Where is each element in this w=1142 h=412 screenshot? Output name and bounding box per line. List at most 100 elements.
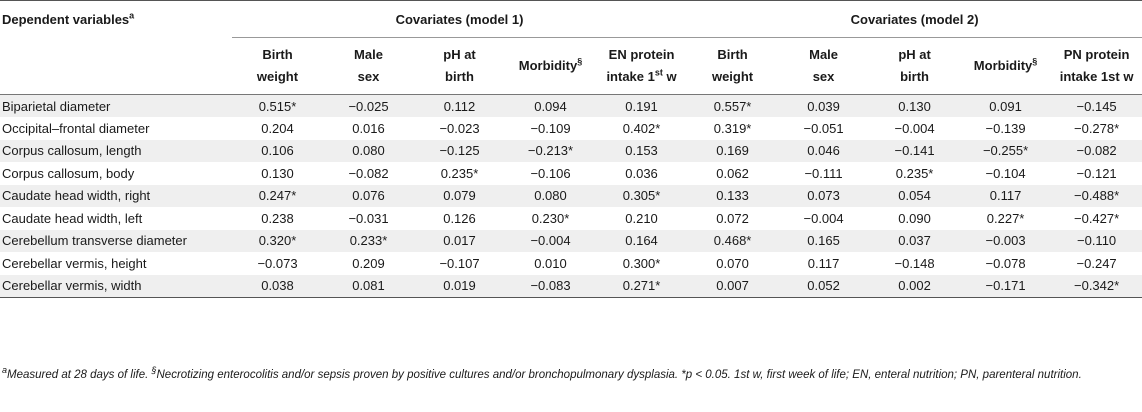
table-cell: 0.002 <box>869 274 961 298</box>
table-cell: 0.230* <box>531 210 570 226</box>
table-cell: 0.153 <box>596 139 688 162</box>
table-row: Caudate head width, left 0.238 −0.031 0.126… <box>0 207 1142 230</box>
footnote-a-marker: a <box>2 365 8 376</box>
footnote-section-marker: § <box>151 365 157 376</box>
table-cell: −0.082 <box>348 165 389 181</box>
table-cell: −0.104 <box>985 165 1026 181</box>
table-cell: 0.080 <box>323 139 414 162</box>
table-row: Cerebellar vermis, height −0.073 0.209 −0.1… <box>0 252 1142 275</box>
table-cell: 0.052 <box>778 274 870 298</box>
table-cell: −0.148 <box>894 255 935 271</box>
table-cell: 0.247* <box>232 184 323 207</box>
table-cell: −0.427* <box>1074 210 1120 226</box>
column-header-5: Birth weight <box>687 37 779 95</box>
column-header-line2: weight <box>256 69 299 84</box>
table-cell: 0.191 <box>596 94 688 117</box>
table-cell: 0.016 <box>352 120 385 136</box>
table-cell: 0.271* <box>596 274 688 298</box>
table-row: Occipital–frontal diameter 0.204 0.016 −0.0… <box>0 117 1142 140</box>
table-cell: −0.278* <box>1074 120 1120 136</box>
column-header-line2: sex <box>812 69 835 84</box>
column-header-sup: § <box>1032 56 1038 67</box>
table-row: Cerebellum transverse diameter 0.320* 0.23… <box>0 229 1142 252</box>
table-row: Cerebellar vermis, width 0.038 0.081 0.019−… <box>0 274 1142 298</box>
table-cell: 0.036 <box>625 165 658 181</box>
table-cell: 0.468* <box>687 229 779 252</box>
table-cell: 0.402* <box>622 120 661 136</box>
table-row: Corpus callosum, body 0.130 −0.082 0.235* −0… <box>0 162 1142 185</box>
column-header-2: pH at birth <box>414 37 505 95</box>
table-cell: 0.169 <box>687 139 779 162</box>
footnote-a-text: Measured at 28 days of life. <box>7 369 152 381</box>
table-cell: 0.133 <box>687 184 779 207</box>
table-cell: −0.247 <box>1076 255 1117 271</box>
column-header-7: pH at birth <box>869 37 961 95</box>
table-cell: −0.213* <box>505 139 596 162</box>
column-header-8: Morbidity§ <box>960 37 1052 95</box>
table-cell: 0.090 <box>898 210 931 226</box>
table-cell: −0.107 <box>439 255 480 271</box>
column-header-line1: EN protein <box>608 47 675 62</box>
table-cell: 0.164 <box>596 229 688 252</box>
table-cell: 0.081 <box>323 274 414 298</box>
column-header-9: PN protein intake 1st w <box>1051 37 1142 95</box>
table-cell: −0.141 <box>869 139 961 162</box>
table-cell: −0.109 <box>530 120 571 136</box>
row-label: Cerebellar vermis, height <box>2 255 147 271</box>
table-cell: −0.004 <box>803 210 844 226</box>
column-header-line1: Morbidity <box>518 58 578 73</box>
table-cell: 0.227* <box>986 210 1025 226</box>
model-2-group-header: Covariates (model 2) <box>687 0 1142 38</box>
table-footnote: aMeasured at 28 days of life. §Necrotizi… <box>2 366 1122 385</box>
model-1-group-header: Covariates (model 1) <box>232 0 688 38</box>
table-cell: −0.125 <box>414 139 505 162</box>
dependent-variables-header: Dependent variablesa <box>0 0 232 38</box>
column-header-line1: Male <box>354 47 383 62</box>
column-header-tail: w <box>662 69 677 84</box>
table-cell: 0.072 <box>716 210 749 226</box>
table-cell: 0.091 <box>960 94 1052 117</box>
table-cell: 0.130 <box>869 94 961 117</box>
table-cell: −0.051 <box>803 120 844 136</box>
table-cell: 0.079 <box>414 184 505 207</box>
table-cell: −0.488* <box>1051 184 1142 207</box>
column-header-line1: Male <box>809 47 839 62</box>
column-header-sup: st <box>654 67 663 78</box>
table-cell: 0.070 <box>716 255 749 271</box>
table-cell: −0.031 <box>348 210 389 226</box>
table-cell: −0.083 <box>505 274 596 298</box>
table-cell: −0.110 <box>1051 229 1142 252</box>
table-cell: 0.007 <box>687 274 779 298</box>
row-label: Cerebellar vermis, width <box>0 274 232 298</box>
table-cell: 0.305* <box>596 184 688 207</box>
table-cell: 0.204 <box>261 120 294 136</box>
column-header-line1: Morbidity <box>973 58 1033 73</box>
column-header-line2: intake 1st w <box>1059 69 1134 84</box>
row-label: Occipital–frontal diameter <box>2 120 150 136</box>
table-cell: 0.165 <box>778 229 870 252</box>
column-header-line2: weight <box>711 69 754 84</box>
column-header-row: Birth weight Male sex pH at birth Morbidity§ EN… <box>0 37 1142 95</box>
table-cell: 0.117 <box>807 255 840 271</box>
table-cell: −0.004 <box>505 229 596 252</box>
table-cell: −0.342* <box>1051 274 1142 298</box>
table-cell: 0.054 <box>869 184 961 207</box>
table-cell: −0.004 <box>894 120 935 136</box>
table-cell: 0.080 <box>505 184 596 207</box>
row-label: Corpus callosum, body <box>2 165 135 181</box>
table-cell: 0.038 <box>232 274 323 298</box>
table-cell: −0.255* <box>960 139 1052 162</box>
results-table-container: Dependent variablesa Covariates (model 1… <box>0 0 1142 298</box>
table-cell: −0.139 <box>985 120 1026 136</box>
table-cell: 0.094 <box>505 94 596 117</box>
footnote-section-text: Necrotizing enterocolitis and/or sepsis … <box>156 369 1082 381</box>
column-header-6: Male sex <box>778 37 870 95</box>
table-cell: 0.235* <box>895 165 934 181</box>
column-header-sup: § <box>577 56 583 67</box>
column-header-line2: birth <box>445 69 474 84</box>
column-header-line2: intake 1 <box>606 69 655 84</box>
table-cell: 0.076 <box>323 184 414 207</box>
column-header-line2: birth <box>900 69 929 84</box>
row-label: Biparietal diameter <box>0 94 232 117</box>
table-row: Caudate head width, right 0.247* 0.076 0.07… <box>0 184 1142 207</box>
